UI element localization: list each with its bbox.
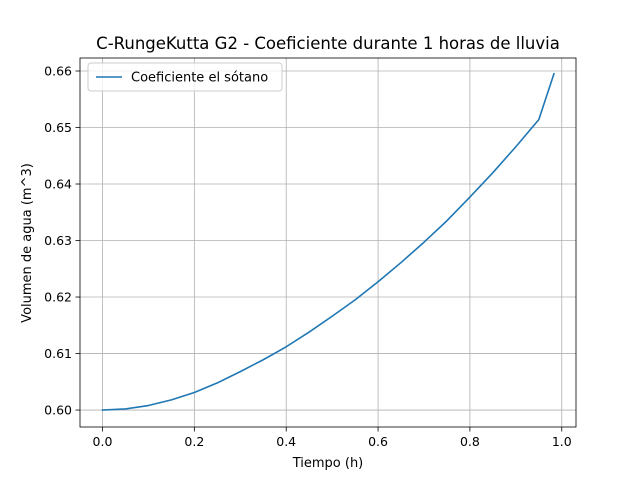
x-axis-label: Tiempo (h) bbox=[292, 456, 364, 471]
plot-frame bbox=[79, 57, 577, 428]
chart-title: C-RungeKutta G2 - Coeficiente durante 1 … bbox=[96, 34, 560, 53]
x-tick-label: 0.2 bbox=[184, 434, 204, 449]
series-layer bbox=[101, 72, 555, 411]
plot-area bbox=[80, 58, 576, 427]
y-tick-label: 0.63 bbox=[44, 233, 72, 248]
x-tick-label: 0.4 bbox=[276, 434, 296, 449]
x-tick-label: 1.0 bbox=[552, 434, 572, 449]
axis-ticks: 0.0 0.2 0.4 0.6 0.8 1.0 0.60 0.61 0.62 0.63 0.64 0.… bbox=[44, 63, 572, 449]
y-tick-label: 0.65 bbox=[44, 120, 72, 135]
series-line bbox=[101, 72, 555, 411]
y-tick-label: 0.64 bbox=[44, 177, 72, 192]
x-tick-label: 0.8 bbox=[460, 434, 480, 449]
y-tick-label: 0.62 bbox=[44, 290, 72, 305]
y-tick-label: 0.61 bbox=[44, 346, 72, 361]
legend: Coeficiente el sótano bbox=[87, 62, 283, 92]
legend-label: Coeficiente el sótano bbox=[131, 71, 268, 86]
x-tick-label: 0.0 bbox=[93, 434, 113, 449]
y-tick-label: 0.66 bbox=[44, 63, 72, 78]
x-tick-label: 0.6 bbox=[368, 434, 388, 449]
grid bbox=[80, 58, 576, 427]
legend-box bbox=[87, 62, 283, 92]
y-axis-label: Volumen de agua (m^3) bbox=[20, 163, 35, 323]
y-tick-label: 0.60 bbox=[44, 403, 72, 418]
